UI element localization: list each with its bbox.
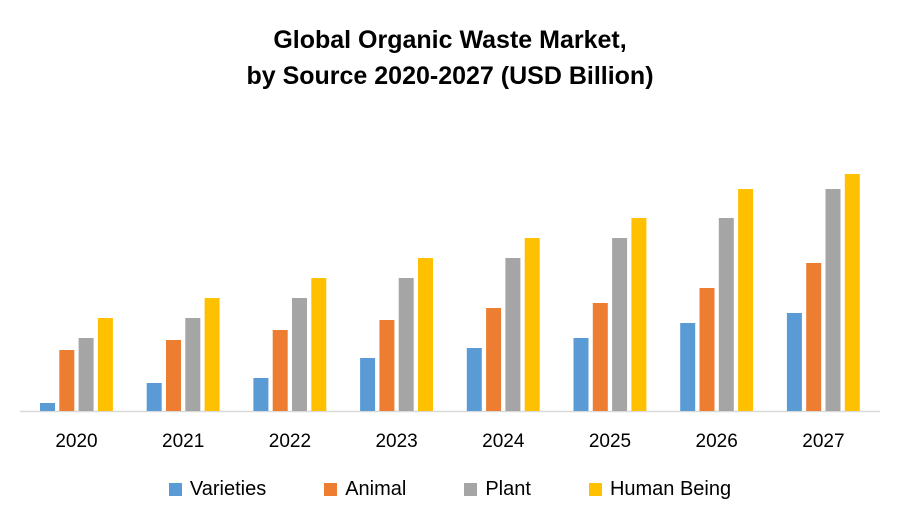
- legend-label: Plant: [485, 478, 531, 500]
- bar-plant-2027: [825, 189, 841, 411]
- bar-plant-2021: [185, 318, 201, 411]
- title-line-2: by Source 2020-2027 (USD Billion): [246, 62, 654, 90]
- bar-human-being-2025: [631, 218, 647, 411]
- bar-varieties-2026: [680, 323, 696, 411]
- x-tick-label: 2023: [375, 431, 417, 452]
- legend-label: Varieties: [189, 478, 267, 500]
- bar-human-being-2026: [738, 189, 754, 411]
- bar-plant-2022: [292, 298, 307, 411]
- x-tick-label: 2025: [589, 431, 631, 452]
- bar-animal-2021: [166, 340, 181, 411]
- bar-human-being-2023: [418, 258, 433, 411]
- legend-item-animal: Animal: [324, 478, 406, 501]
- bar-plant-2025: [612, 238, 628, 411]
- legend-swatch: [324, 483, 338, 496]
- bar-animal-2022: [272, 330, 288, 411]
- x-tick-label: 2026: [696, 431, 738, 452]
- bar-animal-2024: [486, 308, 502, 411]
- bar-varieties-2024: [466, 348, 482, 411]
- bar-animal-2026: [699, 288, 715, 411]
- bar-animal-2025: [592, 303, 608, 411]
- bar-human-being-2020: [97, 318, 113, 411]
- bar-plant-2020: [78, 338, 94, 411]
- legend-item-varieties: Varieties: [168, 478, 267, 501]
- bar-human-being-2022: [311, 278, 327, 411]
- bar-animal-2020: [59, 350, 75, 411]
- bar-varieties-2027: [786, 313, 802, 411]
- legend-label: Animal: [345, 478, 407, 500]
- chart-title: Global Organic Waste Market, by Source 2…: [0, 22, 900, 94]
- x-tick-label: 2020: [55, 431, 97, 452]
- bar-human-being-2027: [844, 174, 860, 411]
- legend-label: Human Being: [609, 478, 732, 500]
- bar-varieties-2021: [146, 383, 162, 411]
- x-tick-label: 2027: [802, 431, 844, 452]
- bar-varieties-2020: [40, 403, 55, 411]
- bar-animal-2027: [806, 263, 822, 411]
- bar-plant-2023: [398, 278, 414, 411]
- bar-varieties-2023: [360, 358, 376, 411]
- title-line-1: Global Organic Waste Market,: [273, 26, 627, 54]
- legend-item-plant: Plant: [464, 478, 531, 501]
- legend: Varieties Animal Plant Human Being: [0, 478, 900, 501]
- bar-human-being-2021: [204, 298, 220, 411]
- bar-human-being-2024: [524, 238, 540, 411]
- bar-plant-2024: [505, 258, 521, 411]
- legend-swatch: [464, 483, 478, 496]
- x-tick-label: 2024: [482, 431, 525, 452]
- legend-item-human-being: Human Being: [588, 478, 732, 501]
- legend-swatch: [588, 483, 602, 496]
- legend-swatch: [168, 483, 182, 496]
- x-tick-label: 2021: [162, 431, 204, 452]
- bar-varieties-2022: [253, 378, 269, 411]
- bar-animal-2023: [379, 320, 395, 411]
- bar-plant-2026: [718, 218, 734, 411]
- x-tick-label: 2022: [269, 431, 311, 452]
- bar-varieties-2025: [573, 338, 589, 411]
